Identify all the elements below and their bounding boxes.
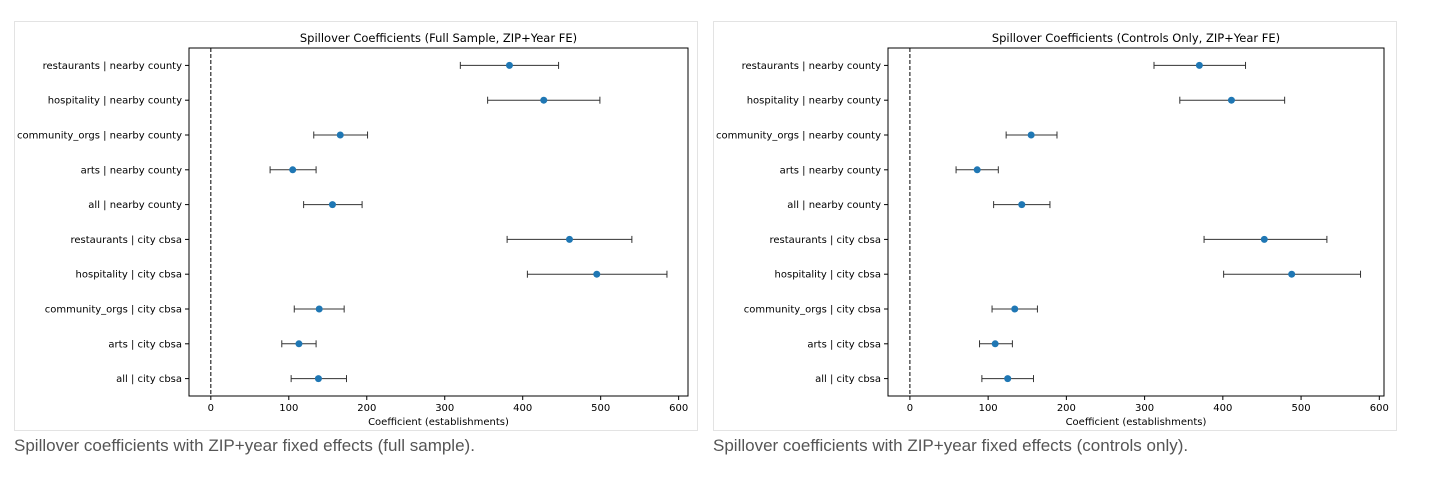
x-tick-label: 400 (1213, 403, 1232, 414)
x-tick-label: 0 (208, 403, 214, 414)
y-tick-label: arts | city cbsa (807, 339, 881, 350)
y-tick-label: all | nearby county (787, 200, 881, 211)
coefficient-point (565, 235, 573, 243)
x-axis-label: Coefficient (establishments) (368, 417, 509, 428)
y-tick-label: arts | nearby county (780, 165, 881, 176)
y-tick-label: hospitality | nearby county (48, 96, 182, 107)
coefficient-point (289, 166, 297, 174)
x-tick-label: 600 (1370, 403, 1389, 414)
x-tick-label: 300 (435, 403, 454, 414)
x-tick-label: 200 (357, 403, 376, 414)
coefficient-point (328, 201, 336, 209)
coefficient-point (336, 131, 344, 139)
x-tick-label: 600 (669, 403, 688, 414)
x-tick-label: 100 (279, 403, 298, 414)
coefficient-point (540, 96, 548, 104)
coefficient-point (1011, 305, 1019, 313)
coefficient-point (1227, 96, 1235, 104)
y-tick-label: community_orgs | nearby county (17, 131, 182, 142)
caption-controls-only: Spillover coefficients with ZIP+year fix… (713, 436, 1189, 455)
x-tick-label: 100 (979, 403, 998, 414)
coefficient-point (1260, 235, 1268, 243)
x-axis-label: Coefficient (establishments) (1066, 417, 1207, 428)
coefficient-point (1288, 270, 1296, 278)
chart-controls-only: 0 100 200 300 400 500 600 restaurants | nearby … (716, 31, 1389, 428)
y-tick-label: all | nearby county (88, 200, 182, 211)
y-tick-label: hospitality | nearby county (747, 96, 881, 107)
coefficient-point (1195, 61, 1203, 69)
y-tick-label: all | city cbsa (116, 374, 182, 385)
x-tick-label: 200 (1057, 403, 1076, 414)
y-tick-label: restaurants | nearby county (43, 61, 182, 72)
coefficient-point (314, 375, 322, 383)
coefficient-point (593, 270, 601, 278)
y-tick-label: community_orgs | city cbsa (744, 305, 881, 316)
x-tick-label: 500 (1292, 403, 1311, 414)
y-tick-label: restaurants | city cbsa (769, 235, 881, 246)
y-tick-label: restaurants | city cbsa (70, 235, 182, 246)
y-tick-label: restaurants | nearby county (742, 61, 881, 72)
coefficient-point (1018, 201, 1026, 209)
coefficient-point (991, 340, 999, 348)
y-tick-label: hospitality | city cbsa (76, 270, 182, 281)
chart-title: Spillover Coefficients (Controls Only, Z… (992, 31, 1280, 45)
y-tick-label: all | city cbsa (815, 374, 881, 385)
x-tick-label: 300 (1135, 403, 1154, 414)
chart-title: Spillover Coefficients (Full Sample, ZIP… (300, 31, 577, 45)
y-tick-label: arts | city cbsa (108, 339, 182, 350)
coefficient-point (1004, 375, 1012, 383)
y-tick-label: hospitality | city cbsa (775, 270, 881, 281)
coefficient-point (295, 340, 303, 348)
caption-full-sample: Spillover coefficients with ZIP+year fix… (14, 436, 475, 455)
chart-panel-controls-only: 0 100 200 300 400 500 600 restaurants | nearby … (713, 21, 1397, 431)
coefficient-point (1027, 131, 1035, 139)
y-tick-label: community_orgs | city cbsa (45, 305, 182, 316)
chart-full-sample: 0 100 200 300 400 500 600 restaurants | nearby … (17, 31, 689, 428)
x-tick-label: 500 (591, 403, 610, 414)
y-tick-label: arts | nearby county (81, 165, 182, 176)
coefficient-point (973, 166, 981, 174)
x-tick-label: 0 (907, 403, 913, 414)
chart-panel-full-sample: 0 100 200 300 400 500 600 restaurants | nearby … (14, 21, 698, 431)
y-tick-label: community_orgs | nearby county (716, 131, 881, 142)
coefficient-point (315, 305, 323, 313)
coefficient-point (505, 61, 513, 69)
plot-frame (887, 47, 1385, 397)
plot-frame (188, 47, 689, 397)
x-tick-label: 400 (513, 403, 532, 414)
